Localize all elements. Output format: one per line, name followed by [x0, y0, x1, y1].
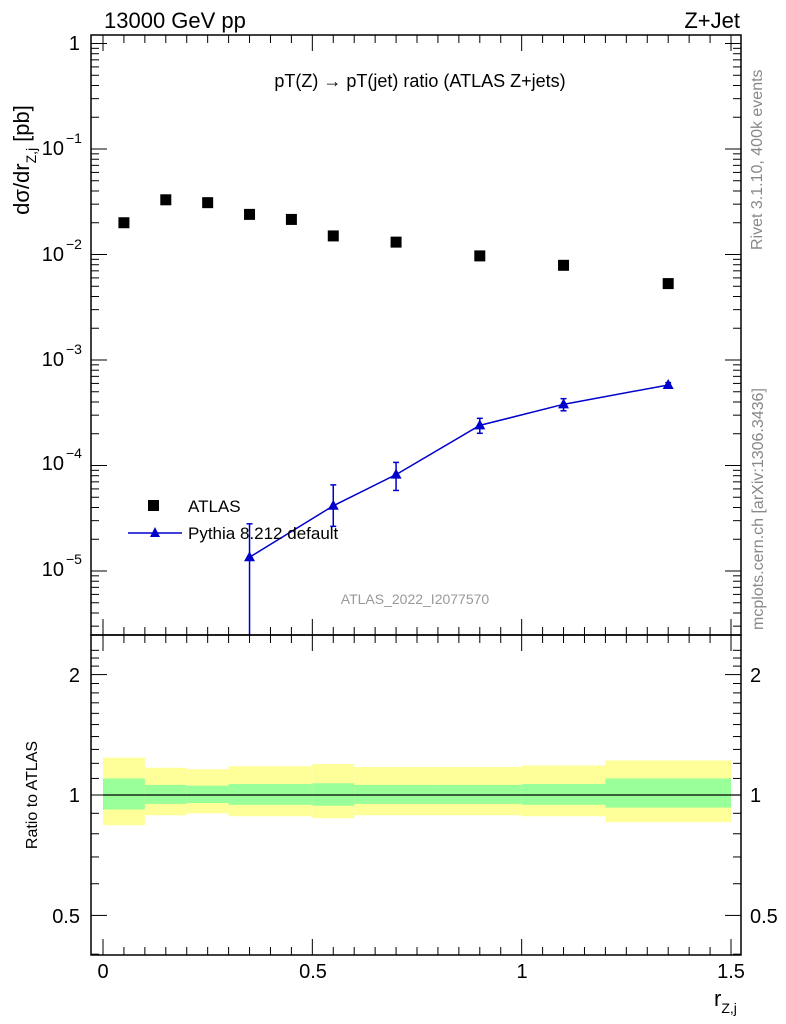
main-y-tick-labels: 1 10 −1 10 −2 10 −3 10 −4 10 −5 — [42, 33, 82, 581]
main-y-tick-1e-3-base: 10 — [42, 349, 64, 371]
main-y-tick-1e-2-base: 10 — [42, 244, 64, 266]
main-y-label-unit: [pb] — [9, 105, 34, 142]
atlas-point — [244, 208, 256, 220]
atlas-point — [160, 194, 172, 206]
pythia-point — [390, 468, 402, 479]
svg-text:dσ/drZ,j[pb]: dσ/drZ,j [pb] — [9, 105, 39, 215]
ratio-panel: Ratio to ATLAS 0.5 1 2 0.5 1 2 0 0.5 1 1… — [24, 634, 778, 1016]
rivet-label: Rivet 3.1.10, 400k events — [749, 69, 766, 250]
pythia-point — [474, 419, 486, 430]
ratio-y-tick-right-2: 2 — [750, 665, 761, 687]
main-panel: pT(Z) → pT(jet) ratio (ATLAS Z+jets) dσ/… — [9, 33, 742, 636]
legend: ATLAS Pythia 8.212 default — [128, 497, 339, 543]
main-y-tick-1e-1-exp: −1 — [66, 130, 82, 146]
mcplots-label: mcplots.cern.ch [arXiv:1306.3436] — [750, 388, 767, 630]
x-axis-label-sub: Z,j — [721, 1000, 737, 1016]
header-left-label: 13000 GeV pp — [104, 8, 246, 33]
atlas-point — [558, 259, 570, 271]
ratio-axis-ticks — [91, 635, 741, 955]
atlas-point — [390, 236, 402, 248]
ratio-y-tick-right-1: 1 — [750, 785, 761, 807]
atlas-point — [118, 217, 130, 229]
main-axis-ticks — [91, 35, 741, 635]
x-axis-label-main: r — [714, 986, 721, 1011]
ratio-y-label: Ratio to ATLAS — [24, 741, 41, 849]
x-tick-1.5: 1.5 — [717, 961, 745, 983]
legend-pythia-marker — [150, 527, 160, 537]
ratio-y-tick-left-2: 2 — [69, 665, 80, 687]
main-y-label-sub: Z,j — [23, 148, 39, 164]
main-y-tick-1e-4-exp: −4 — [66, 445, 82, 461]
ratio-y-tick-labels: 0.5 1 2 0.5 1 2 — [52, 665, 778, 928]
analysis-label: ATLAS_2022_I2077570 — [341, 591, 490, 607]
atlas-point — [327, 230, 339, 242]
ratio-frame — [90, 634, 742, 956]
x-tick-labels: 0 0.5 1 1.5 — [97, 961, 744, 983]
pythia-point — [327, 499, 339, 510]
ratio-stat-band — [605, 778, 731, 808]
main-y-tick-1e-5-base: 10 — [42, 559, 64, 581]
main-y-tick-1e-4-base: 10 — [42, 453, 64, 475]
ratio-stat-band — [103, 778, 145, 810]
ratio-y-tick-left-0.5: 0.5 — [52, 906, 80, 928]
main-y-tick-1e-2-exp: −2 — [66, 236, 82, 252]
x-axis-label: rZ,j — [714, 986, 737, 1016]
ratio-y-tick-right-0.5: 0.5 — [750, 906, 778, 928]
pythia-line — [249, 384, 669, 558]
legend-atlas-label: ATLAS — [188, 497, 241, 516]
ratio-stat-band — [437, 784, 522, 804]
main-frame — [90, 34, 742, 636]
x-tick-0.5: 0.5 — [299, 961, 327, 983]
main-data-layer — [118, 194, 674, 635]
main-y-tick-1e-1-base: 10 — [42, 138, 64, 160]
main-y-tick-1e-3-exp: −3 — [66, 341, 82, 357]
legend-atlas-marker — [148, 500, 159, 511]
atlas-point — [474, 250, 486, 262]
legend-pythia-label: Pythia 8.212 default — [188, 524, 339, 543]
ratio-stat-band — [186, 785, 229, 803]
x-tick-0: 0 — [97, 961, 108, 983]
ratio-stat-band — [144, 784, 187, 804]
atlas-point — [662, 278, 674, 290]
header-right-label: Z+Jet — [684, 8, 740, 33]
pythia-point — [244, 551, 256, 562]
ratio-stat-band — [354, 784, 438, 804]
main-y-tick-1e-5-exp: −5 — [66, 551, 82, 567]
ratio-y-tick-left-1: 1 — [69, 785, 80, 807]
ratio-bands-layer — [103, 757, 741, 826]
x-tick-1: 1 — [516, 961, 527, 983]
atlas-point — [202, 197, 214, 209]
pythia-point — [662, 378, 674, 389]
main-y-label-main: dσ/dr — [9, 163, 34, 215]
atlas-point — [285, 213, 297, 225]
main-y-tick-1: 1 — [69, 33, 80, 55]
main-title: pT(Z) → pT(jet) ratio (ATLAS Z+jets) — [274, 71, 565, 91]
pythia-point — [558, 398, 570, 409]
main-y-label: dσ/drZ,j [pb] — [9, 105, 39, 215]
